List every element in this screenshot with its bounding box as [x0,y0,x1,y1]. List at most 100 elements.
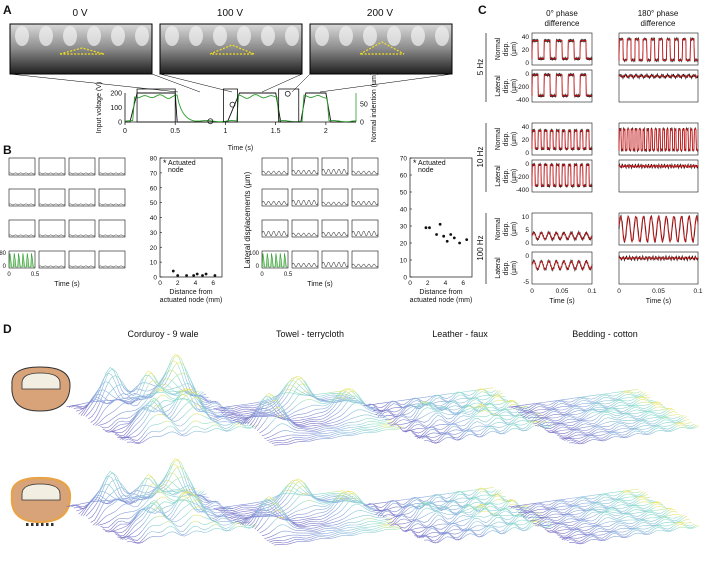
d-surface-line [83,458,214,516]
photo-highlight [237,26,251,46]
b-mini-plot [38,157,66,176]
b-mini-plot [291,219,319,238]
d-surface-line [105,389,236,433]
b-x-label: Time (s) [54,281,79,288]
b-scatter-x-tick: 6 [211,280,215,287]
c-trace-model [618,164,699,168]
a-y2-tick-label: 50 [360,102,368,109]
actuator-pin [31,523,34,526]
c-y-label: (µm) [511,222,518,237]
d-surface-line [220,482,351,513]
d-surface-line [411,413,543,438]
b-mini-trace [291,200,319,205]
b-inset-x-tick: 0.5 [284,272,293,278]
c-y-label: Normal [495,217,502,240]
b-inset-x-tick: 0 [260,272,264,278]
actuator-pin [41,523,44,526]
photo-frame-0 [9,23,153,75]
photo-highlight [15,26,29,46]
b-mini-trace [8,253,35,268]
d-surface-line [409,511,540,537]
b-mini-plot [98,188,126,207]
d-surface-line [259,415,390,434]
d-surface-line [266,423,397,442]
b-scatter-point [185,274,188,277]
b-mini-trace [291,170,319,174]
d-surface-line [373,392,504,412]
c-y-tick: 20 [522,137,530,144]
b-legend-text: Actuated [168,160,196,167]
d-surface-line [530,501,661,522]
b-mini-plot [351,219,379,238]
photo-highlight [87,26,101,46]
d-surface-line [261,419,393,437]
c-trace-model [531,130,592,150]
c-y-tick: 0 [525,71,529,78]
d-surface-line [414,417,545,438]
b-mini-trace [68,265,96,268]
a-point-marker [284,90,291,97]
a-y-tick-label: 0 [118,120,122,127]
d-surface-line [92,372,224,426]
d-title-3: Bedding - cotton [572,329,638,339]
d-surface-line [365,388,497,409]
b-scatter-point [458,241,461,245]
b-scatter-y-tick: 40 [150,215,158,222]
d-surface-line [508,488,639,508]
d-surface-line [552,414,683,435]
d-surface-line [220,380,351,413]
c-y-label: Lateral [495,165,502,187]
b-legend-star: * [413,158,417,168]
c-trace-model [531,74,592,97]
d-surface-line [416,519,547,539]
b-mini-plot [8,188,36,207]
c-y-tick: 40 [522,34,530,41]
photo-highlight [285,26,299,46]
a-window-1 [223,88,238,123]
b-mini-plot [321,250,349,269]
actuator-pin [51,523,54,526]
d-surface-line [559,518,690,539]
b-mini-trace [68,172,96,175]
b-mini-plot [291,188,319,207]
b-mini-plot [68,157,96,176]
b-y-label: Lateral displacements (µm) [243,171,252,268]
b-mini-plot [8,157,36,176]
photo-label-0: 0 V [72,8,87,19]
b-inset-y-tick: 100 [249,251,260,257]
b-scatter-x-tick: 6 [461,280,465,287]
b-scatter-point [438,222,442,226]
c-y-label: disp. [503,79,510,94]
d-surface-line [112,495,243,536]
c-x-tick: 0 [617,288,621,295]
d-surface-line [368,389,499,411]
b-mini-plot [321,188,349,207]
d-surface-line [385,400,516,421]
b-mini-trace [321,201,349,206]
c-y-label: Lateral [495,75,502,97]
a-y2-label: Normal indention (µm) [371,73,378,142]
c-x-tick: 0.1 [587,288,596,295]
b-mini-trace [98,265,126,268]
d-surface-line [100,496,231,529]
b-scatter-x-tick: 4 [194,280,198,287]
c-y-label: Normal [495,127,502,150]
panel-d-surfaces: Corduroy - 9 wale Towel - terrycloth Leath… [10,329,700,546]
b-scatter-x-tick: 0 [408,280,412,287]
b-scatter-point [465,238,469,242]
b-mini-trace [98,172,126,175]
d-surface-line [363,487,494,506]
d-surface-line [375,394,506,416]
d-surface-line [424,523,555,544]
d-surface-line [522,397,654,418]
d-surface-line [271,525,402,544]
photo-label-1: 100 V [217,8,243,19]
b-mini-plot [321,219,349,238]
photo-highlight [315,26,329,46]
d-surface-line [397,404,528,429]
d-surface-line [256,407,388,432]
d-surface-line [90,474,221,523]
connector-line [319,73,453,93]
d-surface-line [547,411,678,433]
d-surface-line [66,488,197,507]
